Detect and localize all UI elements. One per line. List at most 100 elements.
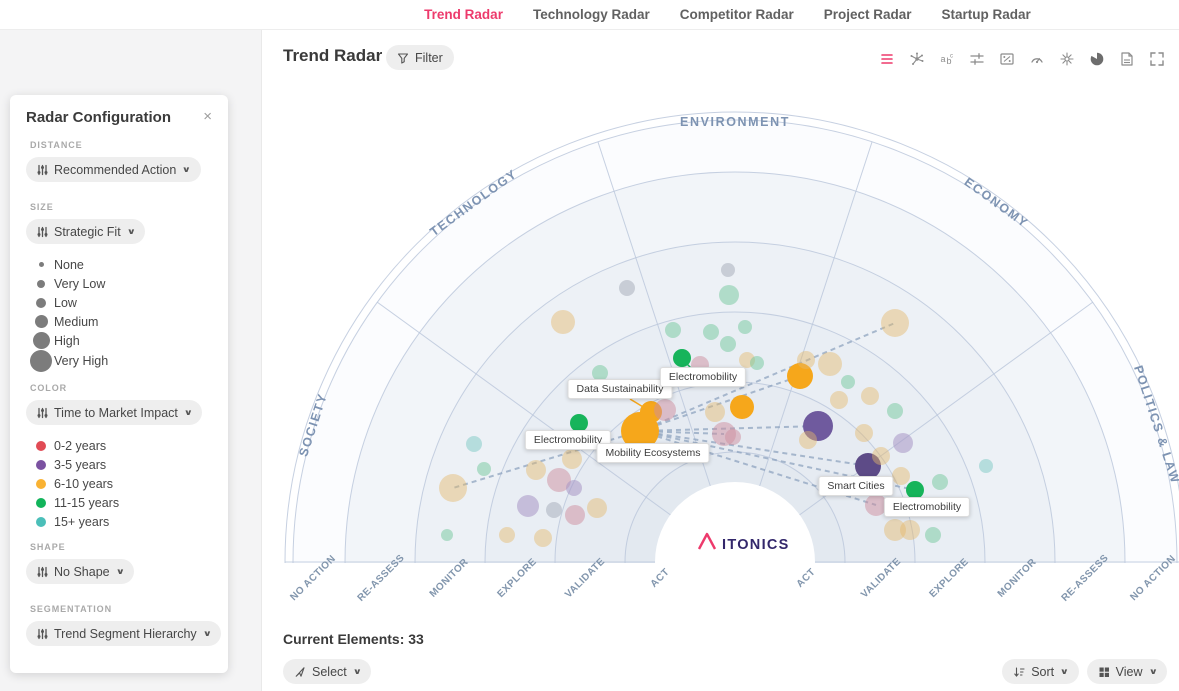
legend-item: High: [26, 331, 212, 350]
trend-bubble-smart-cities[interactable]: [855, 453, 881, 479]
legend-dot: [37, 279, 45, 288]
connection-line: [452, 430, 641, 489]
fullscreen-button[interactable]: [1146, 48, 1167, 69]
tab-trend-radar[interactable]: Trend Radar: [424, 7, 503, 22]
tab-technology-radar[interactable]: Technology Radar: [532, 7, 650, 22]
bubble-label[interactable]: Electromobility: [659, 367, 747, 387]
trend-bubble[interactable]: [619, 280, 635, 296]
trend-bubble[interactable]: [865, 494, 887, 516]
distance-section-label: DISTANCE: [30, 140, 83, 150]
trend-bubble[interactable]: [979, 459, 993, 473]
trend-bubble[interactable]: [884, 519, 906, 541]
trend-bubble[interactable]: [546, 502, 562, 518]
trend-bubble[interactable]: [703, 324, 719, 340]
trend-bubble[interactable]: [932, 474, 948, 490]
trend-bubble-electromobility[interactable]: [570, 414, 588, 432]
trend-bubble[interactable]: [799, 431, 817, 449]
trend-bubble[interactable]: [797, 351, 815, 369]
legend-label: 3-5 years: [54, 457, 107, 472]
size-legend: None Very Low Low Medium High Very High: [26, 255, 212, 372]
gauge-view-button[interactable]: [1026, 48, 1047, 69]
legend-dot: [36, 516, 46, 527]
select-button[interactable]: Select ∨: [283, 659, 372, 684]
tab-project-radar[interactable]: Project Radar: [823, 7, 912, 22]
bubble-label[interactable]: Electromobility: [524, 430, 612, 450]
close-icon[interactable]: ×: [203, 108, 212, 125]
shape-value: No Shape: [54, 564, 110, 579]
trend-bubble[interactable]: [547, 468, 571, 492]
slider-settings-button[interactable]: [966, 48, 987, 69]
trend-bubble[interactable]: [730, 395, 754, 419]
bubble-label[interactable]: Data Sustainability: [567, 379, 673, 399]
sort-button[interactable]: Sort ∨: [1002, 659, 1079, 684]
view-button[interactable]: View ∨: [1086, 659, 1167, 684]
trend-bubble[interactable]: [719, 285, 739, 305]
trend-bubble[interactable]: [900, 520, 920, 540]
trend-bubble[interactable]: [534, 529, 552, 547]
trend-bubble[interactable]: [592, 365, 608, 381]
sliders-vertical-icon: [37, 164, 48, 175]
radar-grid-button[interactable]: [1056, 48, 1077, 69]
trend-bubble[interactable]: [892, 467, 910, 485]
trend-bubble[interactable]: [861, 387, 879, 405]
tab-competitor-radar[interactable]: Competitor Radar: [679, 7, 794, 22]
trend-bubble[interactable]: [517, 495, 539, 517]
trend-bubble[interactable]: [855, 424, 873, 442]
filter-button[interactable]: Filter: [386, 45, 454, 70]
trend-bubble[interactable]: [526, 460, 546, 480]
trend-bubble[interactable]: [841, 375, 855, 389]
trend-bubble[interactable]: [566, 480, 582, 496]
center-logo-disc: [655, 482, 815, 614]
trend-bubble[interactable]: [830, 391, 848, 409]
trend-bubble[interactable]: [587, 498, 607, 518]
pie-chart-button[interactable]: [1086, 48, 1107, 69]
legend-label: Very High: [54, 354, 109, 368]
trend-bubble[interactable]: [439, 474, 467, 502]
shape-dropdown[interactable]: No Shape ∨: [26, 559, 135, 584]
tab-startup-radar[interactable]: Startup Radar: [941, 7, 1031, 22]
trend-bubble[interactable]: [725, 429, 741, 445]
legend-label: Medium: [54, 314, 99, 329]
trend-bubble[interactable]: [477, 462, 491, 476]
bubble-label[interactable]: Smart Cities: [818, 476, 894, 496]
distance-dropdown[interactable]: Recommended Action ∨: [26, 157, 201, 182]
trend-bubble[interactable]: [881, 309, 909, 337]
trend-bubble[interactable]: [872, 447, 890, 465]
trend-bubble[interactable]: [562, 449, 582, 469]
trend-bubble[interactable]: [441, 529, 453, 541]
trend-bubble[interactable]: [818, 352, 842, 376]
trend-bubble[interactable]: [665, 322, 681, 338]
legend-item: 0-2 years: [26, 436, 212, 455]
trend-bubble[interactable]: [925, 527, 941, 543]
legend-item: 6-10 years: [26, 474, 212, 493]
cluster-view-button[interactable]: [906, 48, 927, 69]
segmentation-dropdown[interactable]: Trend Segment Hierarchy ∨: [26, 621, 222, 646]
trend-bubble[interactable]: [750, 356, 764, 370]
trend-bubble[interactable]: [720, 336, 736, 352]
trend-bubble[interactable]: [893, 433, 913, 453]
trend-bubble[interactable]: [803, 411, 833, 441]
trend-bubble[interactable]: [466, 436, 482, 452]
trend-bubble[interactable]: [887, 403, 903, 419]
color-dropdown[interactable]: Time to Market Impact ∨: [26, 400, 203, 425]
list-view-button[interactable]: [876, 48, 897, 69]
trend-bubble-electromobility[interactable]: [906, 481, 924, 499]
chevron-down-icon: ∨: [1148, 667, 1158, 676]
bubble-label[interactable]: Electromobility: [883, 497, 971, 517]
trend-bubble[interactable]: [551, 310, 575, 334]
trend-bubble[interactable]: [721, 263, 735, 277]
funnel-icon: [397, 52, 409, 64]
trend-bubble[interactable]: [787, 363, 813, 389]
size-dropdown[interactable]: Strategic Fit ∨: [26, 219, 146, 244]
export-pdf-button[interactable]: [1116, 48, 1137, 69]
trend-bubble[interactable]: [654, 399, 676, 421]
bubble-label[interactable]: Mobility Ecosystems: [596, 443, 710, 463]
trend-bubble[interactable]: [499, 527, 515, 543]
legend-label: 11-15 years: [54, 495, 120, 510]
export-image-button[interactable]: [996, 48, 1017, 69]
trend-bubble[interactable]: [738, 320, 752, 334]
trend-bubble[interactable]: [705, 402, 725, 422]
trend-bubble[interactable]: [565, 505, 585, 525]
